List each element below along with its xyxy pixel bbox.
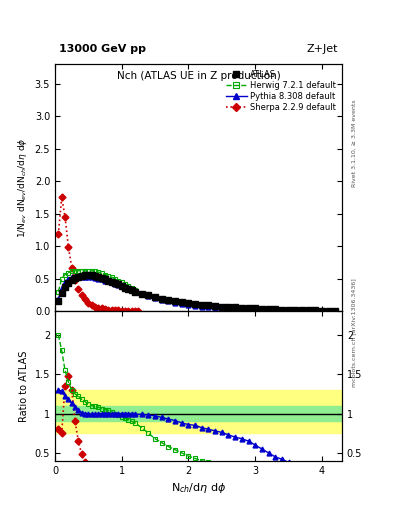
Legend: ATLAS, Herwig 7.2.1 default, Pythia 8.308 default, Sherpa 2.2.9 default: ATLAS, Herwig 7.2.1 default, Pythia 8.30…: [224, 68, 338, 114]
Y-axis label: Ratio to ATLAS: Ratio to ATLAS: [19, 350, 29, 421]
Text: 13000 GeV pp: 13000 GeV pp: [59, 44, 146, 54]
Text: Rivet 3.1.10, ≥ 3.3M events: Rivet 3.1.10, ≥ 3.3M events: [352, 99, 357, 187]
Text: mcplots.cern.ch [arXiv:1306.3436]: mcplots.cern.ch [arXiv:1306.3436]: [352, 279, 357, 387]
Y-axis label: 1/N$_{ev}$ dN$_{ev}$/dN$_{ch}$/d$\eta$ d$\phi$: 1/N$_{ev}$ dN$_{ev}$/dN$_{ch}$/d$\eta$ d…: [16, 137, 29, 238]
Text: Z+Jet: Z+Jet: [307, 44, 338, 54]
Text: Nch (ATLAS UE in Z production): Nch (ATLAS UE in Z production): [117, 71, 280, 81]
X-axis label: N$_{ch}$/d$\eta$ d$\phi$: N$_{ch}$/d$\eta$ d$\phi$: [171, 481, 226, 495]
